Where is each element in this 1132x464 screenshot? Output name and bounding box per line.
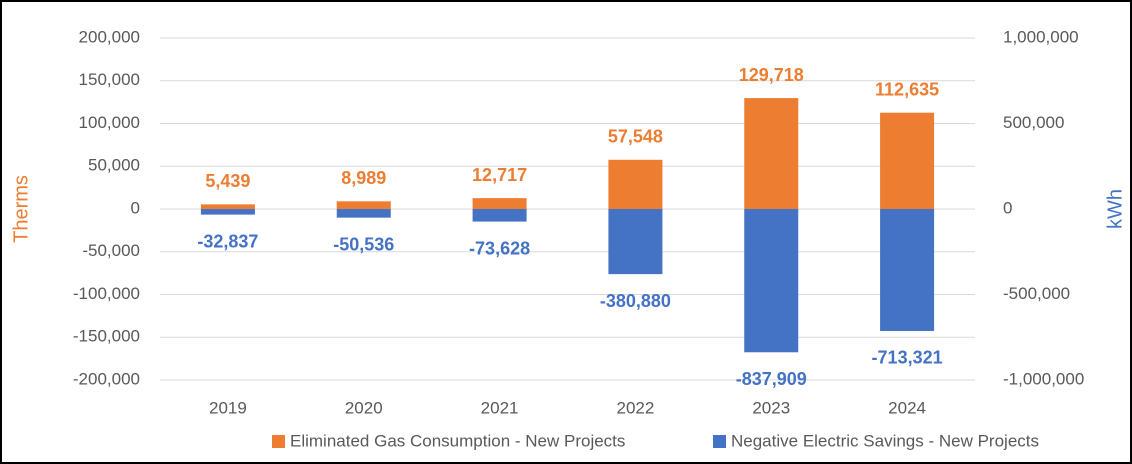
y-tick-label: -50,000: [82, 241, 140, 260]
legend-swatch: [272, 435, 285, 448]
y-tick-label: -100,000: [73, 284, 140, 303]
data-label: 5,439: [205, 171, 250, 191]
data-label: -380,880: [600, 291, 671, 311]
data-label: -713,321: [872, 348, 943, 368]
bar: [744, 98, 799, 209]
bar: [744, 209, 799, 353]
x-tick-label: 2019: [209, 398, 247, 417]
x-tick-label: 2020: [345, 398, 383, 417]
data-label: -73,628: [469, 238, 530, 258]
data-label: 129,718: [739, 65, 804, 85]
bar: [608, 209, 663, 275]
bar: [880, 112, 935, 209]
bar: [200, 204, 255, 209]
bar: [472, 198, 527, 209]
legend-label: Eliminated Gas Consumption - New Project…: [290, 431, 625, 450]
y2-tick-label: 1,000,000: [1003, 27, 1079, 46]
y2-tick-label: 0: [1003, 198, 1012, 217]
legend-label: Negative Electric Savings - New Projects: [731, 431, 1039, 450]
x-tick-label: 2024: [888, 398, 926, 417]
data-label: -837,909: [736, 369, 807, 389]
y-axis-title: Therms: [10, 175, 32, 243]
y2-tick-label: -500,000: [1003, 284, 1070, 303]
legend-swatch: [713, 435, 726, 448]
y2-tick-label: 500,000: [1003, 113, 1064, 132]
y-tick-label: -150,000: [73, 327, 140, 346]
data-label: 8,989: [341, 168, 386, 188]
y-tick-label: 0: [131, 198, 140, 217]
y-tick-label: 100,000: [79, 113, 140, 132]
bar: [336, 209, 391, 218]
x-tick-label: 2021: [481, 398, 519, 417]
x-tick-label: 2023: [752, 398, 790, 417]
y2-tick-label: -1,000,000: [1003, 369, 1084, 388]
data-label: 12,717: [472, 165, 527, 185]
bar: [608, 159, 663, 209]
bar: [880, 209, 935, 331]
bar: [200, 209, 255, 215]
data-label: -50,536: [333, 234, 394, 254]
y-tick-label: 150,000: [79, 70, 140, 89]
data-label: 112,635: [875, 79, 939, 99]
data-label: -32,837: [197, 231, 258, 251]
data-label: 57,548: [608, 127, 663, 147]
y2-axis-title: kWh: [1104, 189, 1126, 229]
y-tick-label: 50,000: [88, 156, 140, 175]
bar: [472, 209, 527, 222]
x-tick-label: 2022: [617, 398, 655, 417]
bar: [336, 201, 391, 209]
y-tick-label: 200,000: [79, 27, 140, 46]
y-tick-label: -200,000: [73, 369, 140, 388]
